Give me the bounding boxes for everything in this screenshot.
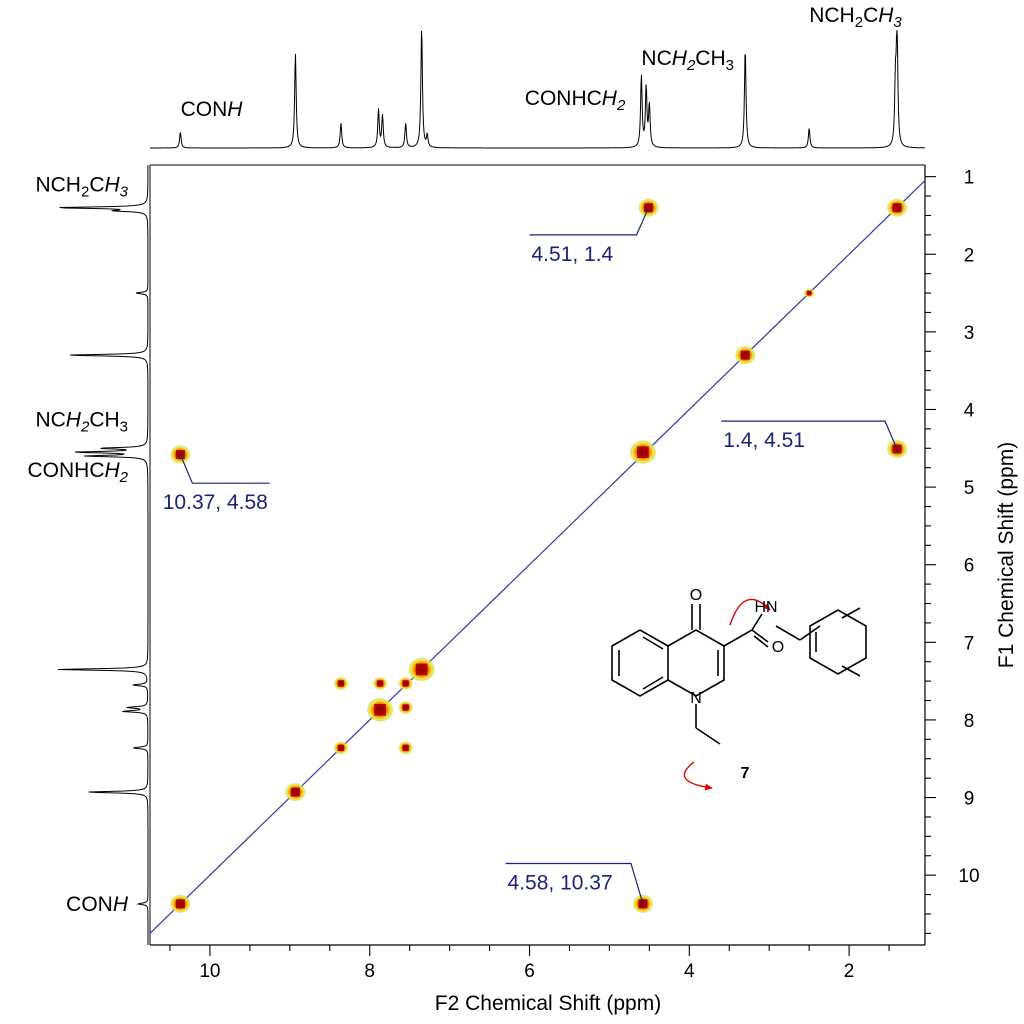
cross-peak — [285, 783, 306, 802]
x-axis-title: F2 Chemical Shift (ppm) — [435, 992, 661, 1015]
peak-annotations: 4.51, 1.4 1.4, 4.51 10.37, 4.58 4.58, 10.37 — [163, 207, 898, 905]
annotation-leader-line — [721, 420, 898, 450]
cross-peak-core — [337, 680, 345, 687]
cross-peak — [398, 677, 413, 690]
cross-peaks — [170, 198, 908, 913]
compound-number: 7 — [741, 765, 750, 782]
left-spectrum-label: CONHCH2 — [27, 459, 128, 486]
diagonal-line-path — [150, 180, 925, 934]
molecule-structure — [611, 598, 867, 791]
annotation-leader-line — [505, 862, 644, 905]
y-tick-label: 6 — [964, 556, 975, 577]
top-spectrum-label: CONH — [181, 98, 244, 121]
y-tick-label: 10 — [958, 866, 979, 887]
cross-peak — [333, 677, 348, 690]
cross-peak-core — [637, 446, 649, 459]
annotation-leader-line — [179, 454, 270, 484]
cross-peak-core — [402, 744, 409, 752]
y-axis-title: F1 Chemical Shift (ppm) — [995, 442, 1018, 668]
cross-peak-core — [402, 704, 409, 711]
annotation-label: 10.37, 4.58 — [163, 491, 268, 514]
x-tick-label: 8 — [364, 961, 375, 982]
cross-peak-core — [175, 899, 185, 909]
diagonal-line — [150, 180, 925, 934]
y-tick-label: 2 — [964, 245, 975, 266]
left-1d-spectrum: NCH2CH3 NCH2CH3 CONHCH2 CONH — [27, 165, 149, 945]
top-spectrum-label: NCH2CH3 — [641, 47, 734, 74]
cross-peak-core — [892, 203, 902, 213]
cross-peak — [629, 440, 656, 464]
atom-amide-nh: HN — [754, 599, 777, 616]
left-spectrum-label: CONH — [66, 893, 129, 916]
cross-peak — [333, 741, 348, 755]
cross-peak — [398, 741, 413, 755]
y-tick-label: 8 — [964, 711, 975, 732]
atom-ring-nitrogen: N — [690, 690, 702, 707]
peak-annotation: 4.51, 1.4 — [529, 207, 650, 266]
left-spectrum-label: NCH2CH3 — [35, 173, 128, 200]
atom-oxygen-amide: O — [772, 639, 784, 656]
top-1d-spectrum: CONH CONHCH2 NCH2CH3 NCH2CH3 — [150, 4, 925, 149]
top-spectrum-label: CONHCH2 — [525, 87, 626, 114]
cross-peak-core — [376, 680, 384, 687]
cross-peak-core — [337, 744, 345, 752]
left-spectrum-trace — [57, 165, 149, 945]
cross-peak-core — [806, 290, 812, 296]
atom-oxygen-ketone: O — [690, 587, 702, 604]
cross-peak — [367, 698, 394, 722]
top-spectrum-trace — [150, 29, 925, 149]
x-tick-label: 2 — [844, 961, 855, 982]
cross-peak — [408, 657, 435, 682]
y-tick-label: 7 — [964, 633, 975, 654]
cross-peak — [170, 894, 191, 913]
y-tick-label: 4 — [964, 400, 975, 421]
cross-peak-core — [290, 787, 300, 797]
cross-peak — [373, 677, 388, 690]
cross-peak — [398, 701, 413, 714]
cross-peak — [804, 288, 815, 298]
molecule-atoms: O HN O N 7 — [690, 587, 784, 782]
x-tick-label: 6 — [524, 961, 535, 982]
peak-annotation: 1.4, 4.51 — [721, 420, 898, 452]
annotation-leader-line — [529, 207, 650, 236]
annotation-label: 4.58, 10.37 — [508, 872, 613, 895]
peak-annotation: 10.37, 4.58 — [163, 454, 270, 514]
cross-peak-core — [740, 350, 750, 360]
cross-peak — [887, 198, 908, 217]
x-tick-label: 10 — [199, 961, 220, 982]
left-spectrum-label: NCH2CH3 — [35, 409, 128, 436]
x-tick-label: 4 — [684, 961, 695, 982]
cross-peak — [735, 346, 756, 365]
y-tick-label: 9 — [964, 789, 975, 810]
y-tick-label: 3 — [964, 323, 975, 344]
peak-annotation: 4.58, 10.37 — [505, 862, 644, 905]
cross-peak-core — [402, 680, 409, 687]
cross-peak-core — [374, 703, 386, 716]
top-spectrum-label: NCH2CH3 — [809, 4, 902, 31]
annotation-label: 1.4, 4.51 — [723, 429, 805, 452]
y-tick-label: 1 — [964, 168, 975, 189]
annotation-label: 4.51, 1.4 — [532, 243, 614, 266]
y-tick-label: 5 — [964, 478, 975, 499]
cross-peak-core — [415, 663, 428, 676]
axes: 10 8 6 4 2 1 2 3 4 5 6 7 8 9 10 — [149, 164, 980, 982]
